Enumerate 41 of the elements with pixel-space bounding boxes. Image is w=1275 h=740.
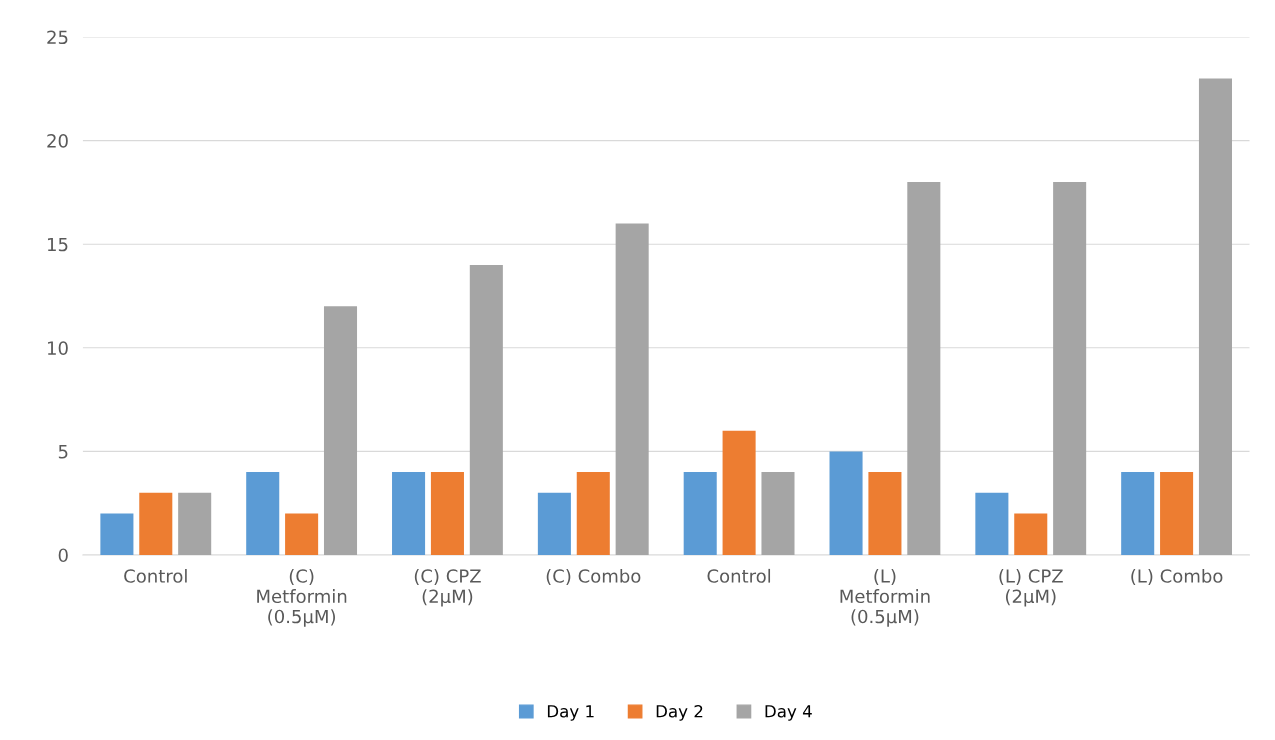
bar [430,472,464,555]
x-tick-label: (C) Metformin (0.5µM) [257,568,347,627]
x-tick-label: Control [124,568,187,583]
bar [139,492,173,555]
x-tick-label: (L) CPZ (2µM) [999,568,1063,607]
legend-label: Day 4 [765,705,812,721]
bar [178,492,212,555]
y-tick-label: 20 [47,134,68,148]
bar [1198,78,1232,555]
x-tick-label: (L) Metformin (0.5µM) [840,568,930,627]
y-tick-label: 10 [47,341,68,355]
bar [683,472,717,555]
bar [1053,182,1087,555]
bar [1160,472,1194,555]
bar [537,492,571,555]
bar [246,472,280,555]
bar [722,430,756,555]
bar [615,223,649,555]
x-tick-label: (C) CPZ (2µM) [414,568,481,607]
bar [1121,472,1155,555]
bar [323,306,358,555]
bar [469,264,503,555]
bar [1014,513,1048,555]
bar [576,472,610,555]
legend-label: Day 2 [656,704,703,721]
bar [285,513,319,555]
bar [392,472,426,555]
x-tick-label: (L) Combo [1131,568,1223,585]
bar [100,513,134,555]
bar [868,472,902,555]
legend-label: Day 1 [547,705,594,721]
x-tick-label: Control [707,568,771,583]
bar [761,472,795,555]
y-tick-label: 25 [47,30,68,45]
bar [829,451,863,555]
x-tick-label: (C) Combo [546,568,641,585]
bar [975,492,1009,555]
y-tick-label: 15 [47,237,68,252]
y-tick-label: 0 [58,548,68,563]
y-tick-label: 5 [58,445,68,459]
bar [907,182,941,555]
